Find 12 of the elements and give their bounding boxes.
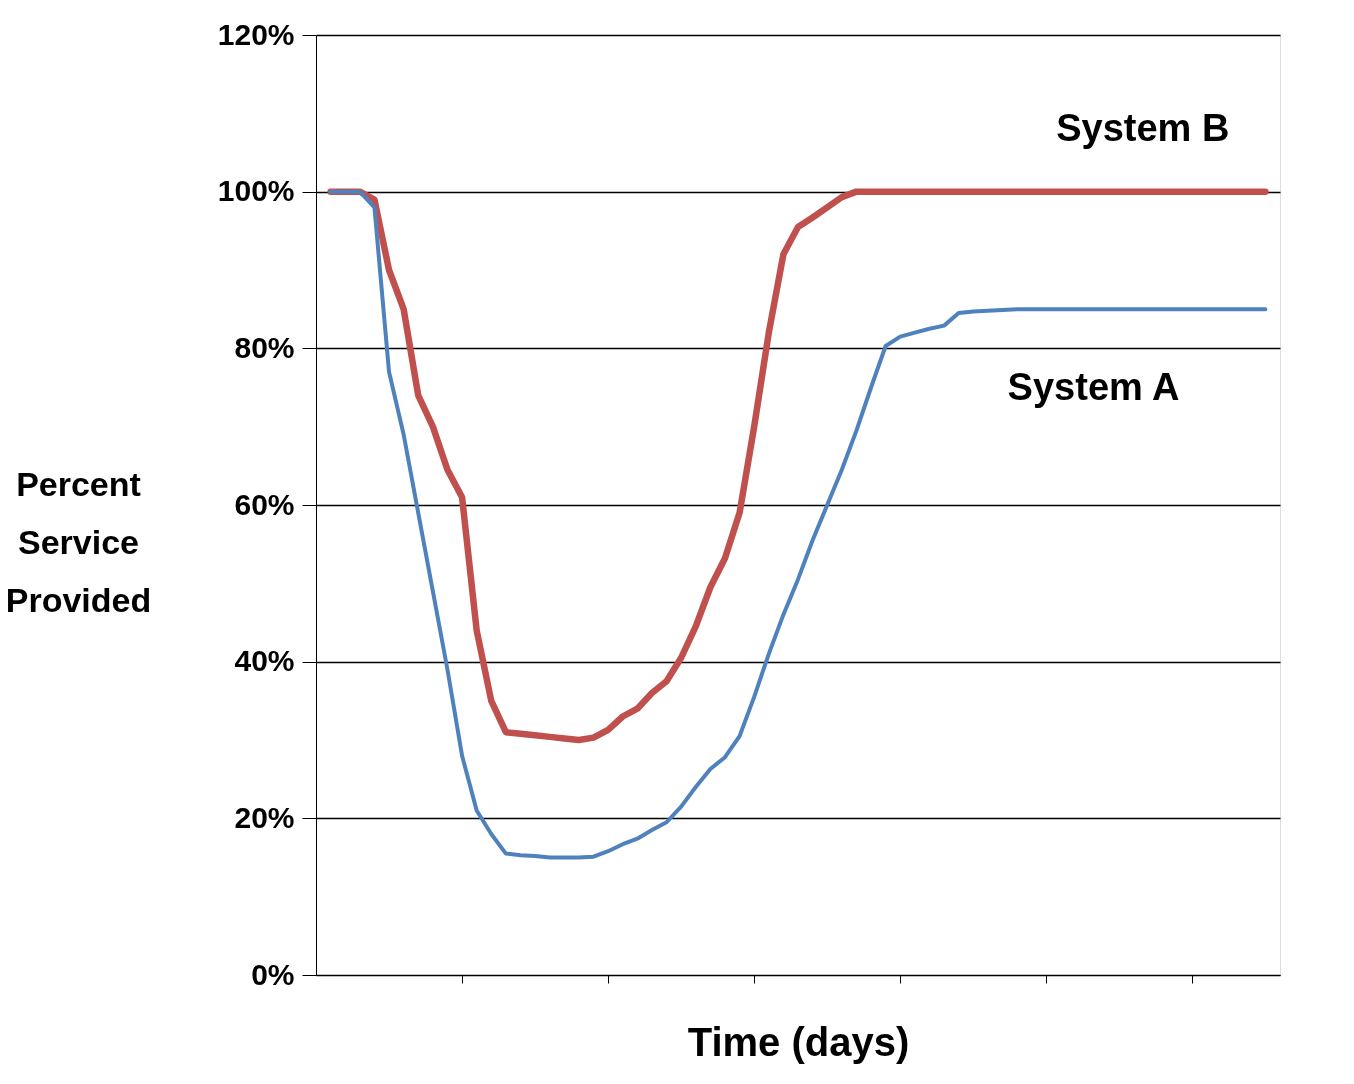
y-tick-label: 120% <box>217 17 295 51</box>
y-tick-label: 20% <box>234 800 295 834</box>
y-tick-label: 100% <box>217 174 295 208</box>
y-axis-title: Percent Service Provided <box>5 464 152 619</box>
series-label: System A <box>1007 366 1180 409</box>
y-tick-label: 80% <box>234 330 295 364</box>
x-axis-title: Time (days) <box>687 1020 910 1064</box>
series-label: System B <box>1056 106 1230 149</box>
y-tick-label: 0% <box>251 957 295 991</box>
y-tick-label: 60% <box>234 487 295 521</box>
y-tick-label: 40% <box>234 644 295 678</box>
line-series <box>328 189 1268 860</box>
